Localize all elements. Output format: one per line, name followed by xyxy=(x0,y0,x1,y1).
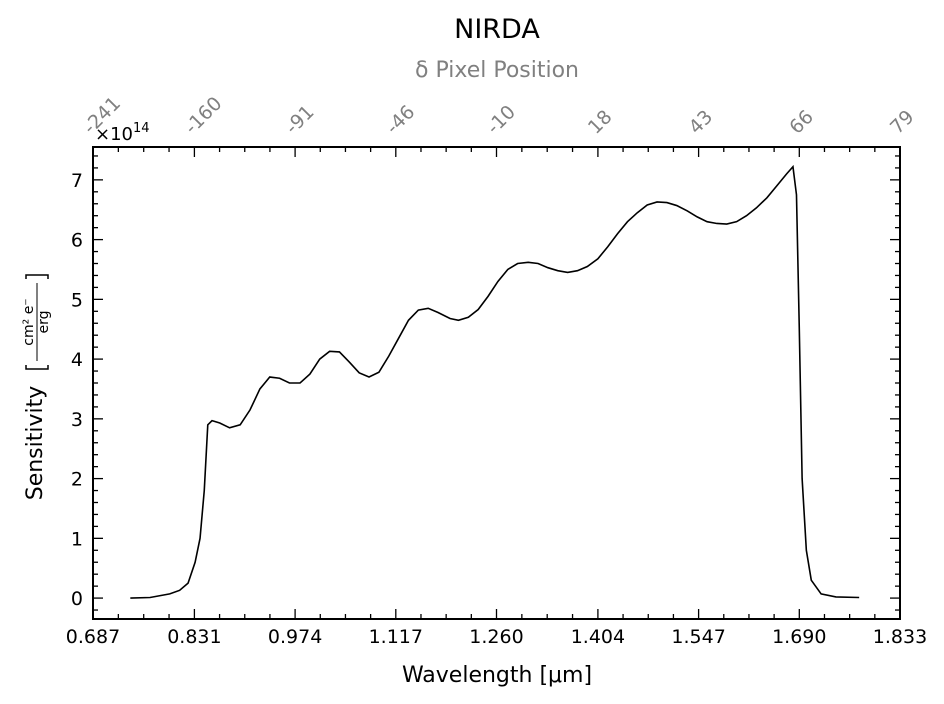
x-tick-label: 0.687 xyxy=(66,626,120,648)
top-tick-label: -10 xyxy=(482,101,520,139)
top-tick-label: 79 xyxy=(886,106,919,139)
y-tick-label: 4 xyxy=(71,349,83,371)
top-tick-label: -160 xyxy=(180,92,226,138)
y-tick-label: 7 xyxy=(71,170,83,192)
y-tick-label: 2 xyxy=(71,469,83,491)
y-tick-label: 1 xyxy=(71,528,83,550)
y-label: Sensitivity xyxy=(23,386,48,501)
y-unit-numerator: cm² e⁻ xyxy=(21,298,37,345)
y-axis-title: Sensitivity cm² e⁻ erg xyxy=(21,274,52,501)
x-tick-label: 0.831 xyxy=(167,626,221,648)
line-series xyxy=(130,164,860,599)
plot-frame xyxy=(92,146,901,620)
y-scale-exponent: 14 xyxy=(133,121,150,136)
y-unit-denominator: erg xyxy=(36,310,52,333)
x-tick-label: 1.117 xyxy=(369,626,423,648)
y-scale: ×1014 xyxy=(95,121,150,145)
x-tick-label: 1.833 xyxy=(873,626,927,648)
top-tick-label: 43 xyxy=(685,106,718,139)
x-tick-label: 1.404 xyxy=(571,626,625,648)
x-tick-label: 1.260 xyxy=(469,626,523,648)
chart-title: NIRDA xyxy=(454,14,540,45)
x-tick-label: 1.690 xyxy=(772,626,826,648)
y-tick-label: 0 xyxy=(71,588,83,610)
x-tick-label: 1.547 xyxy=(671,626,725,648)
top-tick-label: 66 xyxy=(785,106,818,139)
x-tick-label: 0.974 xyxy=(268,626,322,648)
x-axis-title: Wavelength [μm] xyxy=(402,663,592,688)
top-tick-label: 18 xyxy=(584,106,617,139)
top-tick-label: -91 xyxy=(281,101,319,139)
top-axis-title: δ Pixel Position xyxy=(415,58,579,83)
top-tick-label: -46 xyxy=(382,101,420,139)
bracket xyxy=(25,274,49,370)
y-tick-label: 5 xyxy=(71,289,83,311)
y-tick-label: 3 xyxy=(71,409,83,431)
y-scale-base: ×10 xyxy=(95,124,133,145)
y-tick-label: 6 xyxy=(71,230,83,252)
